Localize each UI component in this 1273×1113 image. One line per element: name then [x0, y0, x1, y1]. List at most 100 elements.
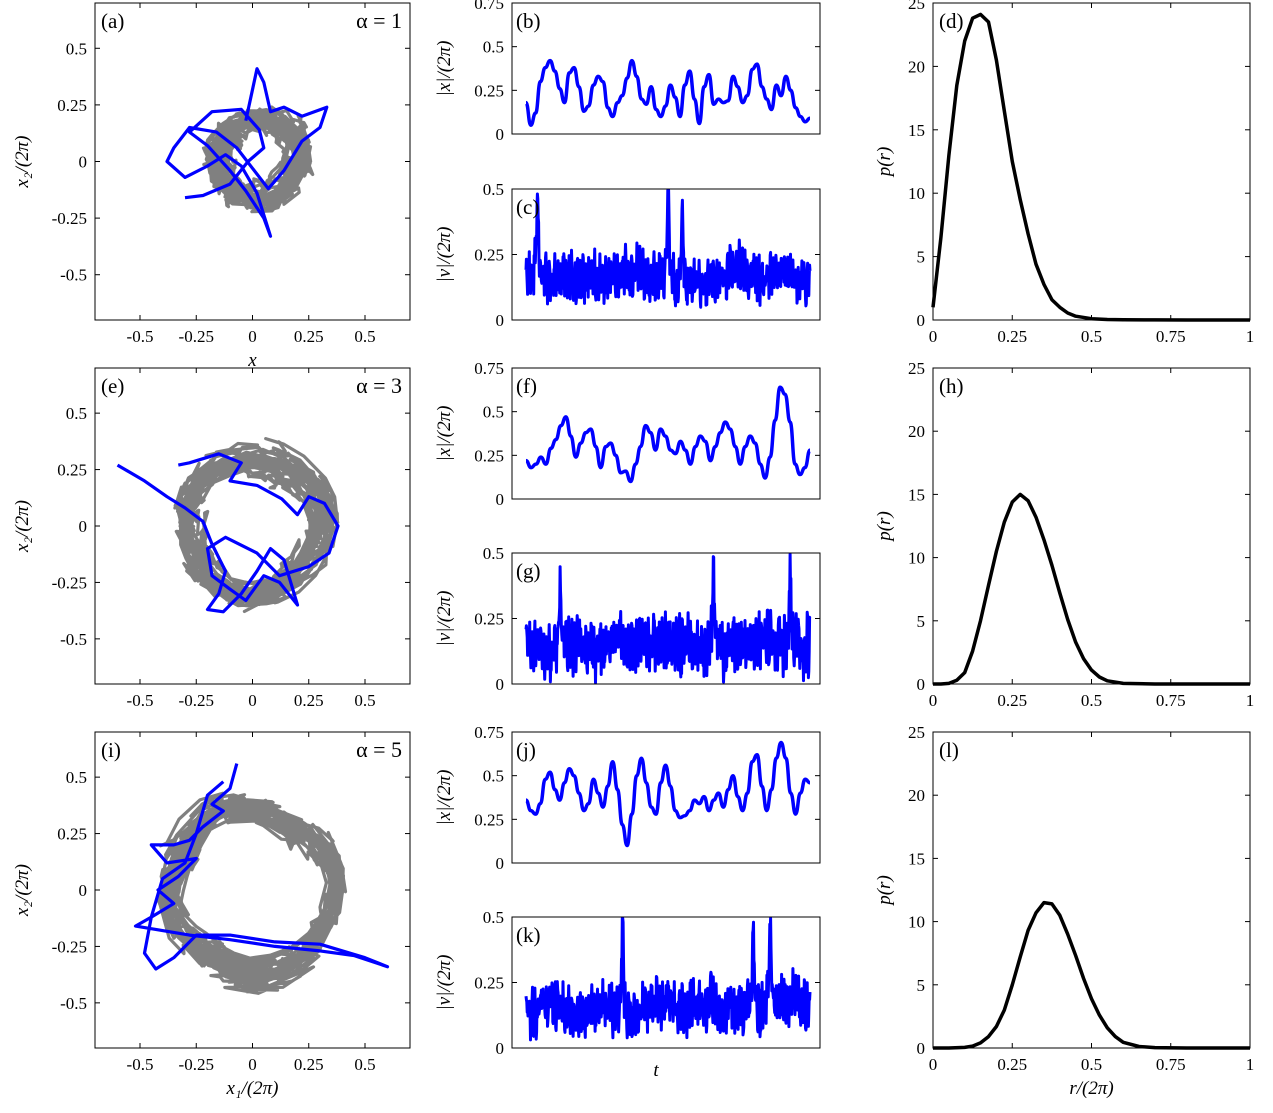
trajectory-panel: -0.5 -0.25 0 0.25 0.5 -0.5 -0.25 0 0.25 0.5 x₂/(2π… [12, 731, 411, 1099]
alpha-label: α = 1 [356, 8, 402, 33]
axes-frame [94, 731, 411, 1049]
y-tick-label: 0 [496, 311, 505, 330]
x-tick-label: 0.5 [1081, 691, 1102, 710]
velocity-timeseries: 0 0.25 0.5 |v|/(2π) (g) [434, 544, 821, 694]
x-axis-label: t [653, 1060, 659, 1081]
y-tick-label: 15 [908, 485, 925, 504]
pdf-line [933, 492, 1250, 686]
x-tick-label: -0.25 [179, 327, 214, 346]
panel-label: (j) [516, 738, 536, 762]
y-tick-label: 15 [908, 849, 925, 868]
axes-frame [94, 367, 411, 685]
panel-label: (b) [516, 9, 541, 33]
position-line [525, 385, 812, 484]
y-axis-label: p(r) [874, 511, 895, 543]
y-tick-label: 0 [496, 125, 505, 144]
y-tick-label: 0 [496, 1039, 505, 1058]
panel-label: (c) [516, 195, 539, 219]
y-axis-label: x₂/(2π) [12, 136, 33, 189]
particle-trajectory [116, 452, 340, 614]
panel-label: (g) [516, 559, 541, 583]
y-axis-label: p(r) [874, 875, 895, 907]
y-tick-label: 0 [917, 675, 926, 694]
x-tick-label: 0.75 [1156, 1055, 1186, 1074]
axes-frame [511, 2, 821, 135]
x-tick-label: 0.5 [1081, 327, 1102, 346]
x-tick-label: 0 [929, 691, 938, 710]
y-tick-label: 0 [917, 311, 926, 330]
pdf-line [931, 12, 1250, 322]
background-trajectories [173, 437, 340, 614]
y-axis-label: |x|/(2π) [434, 406, 455, 462]
y-tick-label: 0.25 [57, 96, 87, 115]
y-tick-label: 10 [908, 549, 925, 568]
velocity-line [524, 916, 812, 1042]
y-tick-label: 0.75 [474, 0, 504, 13]
y-tick-label: 15 [908, 121, 925, 140]
alpha-label: α = 5 [356, 737, 402, 762]
x-tick-label: 0 [929, 1055, 938, 1074]
y-tick-label: -0.5 [60, 994, 87, 1013]
x-tick-label: 0 [248, 327, 257, 346]
y-tick-label: 0 [79, 881, 88, 900]
x-tick-label: 1 [1246, 327, 1255, 346]
x-tick-label: 0.5 [354, 1055, 375, 1074]
position-timeseries: 0 0.25 0.5 0.75 |x|/(2π) (j) [434, 723, 821, 873]
y-axis-label: x₂/(2π) [12, 500, 33, 553]
x-tick-label: 0.25 [997, 691, 1027, 710]
pdf-line [933, 900, 1250, 1050]
x-tick-label: 0.25 [294, 1055, 324, 1074]
y-tick-label: 0.5 [483, 180, 504, 199]
position-timeseries: 0 0.25 0.5 0.75 |x|/(2π) (f) [434, 359, 821, 509]
x-tick-label: -0.5 [127, 1055, 154, 1074]
y-axis-label: |v|/(2π) [434, 227, 455, 283]
y-tick-label: 0 [496, 675, 505, 694]
y-tick-label: -0.25 [52, 573, 87, 592]
position-line [524, 58, 811, 128]
y-tick-label: 5 [917, 248, 926, 267]
x-tick-label: 0.5 [354, 327, 375, 346]
velocity-timeseries: 0 0.25 0.5 |v|/(2π) (k) t [434, 908, 821, 1081]
y-axis-label: x₂/(2π) [12, 864, 33, 917]
y-tick-label: 0.5 [483, 908, 504, 927]
particle-trajectory [165, 67, 329, 238]
y-axis-label: p(r) [874, 147, 895, 179]
panel-label: (d) [939, 9, 964, 33]
y-tick-label: -0.25 [52, 937, 87, 956]
axes-frame [932, 2, 1251, 321]
y-tick-label: 20 [908, 786, 925, 805]
y-tick-label: 0.5 [66, 404, 87, 423]
y-tick-label: 0 [496, 490, 505, 509]
y-tick-label: 25 [908, 0, 925, 13]
y-axis-label: |x|/(2π) [434, 770, 455, 826]
axes-frame [511, 367, 821, 500]
panel-label: (a) [101, 9, 124, 33]
x-tick-label: -0.25 [179, 691, 214, 710]
x-tick-label: 1 [1246, 691, 1255, 710]
position-timeseries: 0 0.25 0.5 0.75 |x|/(2π) (b) [434, 0, 821, 144]
y-tick-label: 5 [917, 612, 926, 631]
y-tick-label: 10 [908, 184, 925, 203]
y-tick-label: -0.5 [60, 266, 87, 285]
y-tick-label: 0.25 [474, 810, 504, 829]
y-tick-label: -0.25 [52, 209, 87, 228]
panel-label: (e) [101, 374, 124, 398]
alpha-label: α = 3 [356, 373, 402, 398]
x-tick-label: 0.5 [1081, 1055, 1102, 1074]
y-tick-label: 25 [908, 723, 925, 742]
x-tick-label: -0.5 [127, 327, 154, 346]
x-tick-label: -0.25 [179, 1055, 214, 1074]
x-tick-label: 0 [929, 327, 938, 346]
y-axis-label: |x|/(2π) [434, 41, 455, 97]
y-tick-label: 0.5 [66, 768, 87, 787]
velocity-line [524, 552, 812, 685]
x-axis-label: x [247, 350, 257, 371]
panel-label: (i) [101, 738, 121, 762]
trajectory-panel: -0.5 -0.25 0 0.25 0.5 -0.5 -0.25 0 0.25 0.5 x₂/(2π… [12, 367, 411, 710]
axes-frame [932, 367, 1251, 685]
y-tick-label: 0.5 [66, 39, 87, 58]
x-tick-label: 1 [1246, 1055, 1255, 1074]
panel-label: (f) [516, 374, 537, 398]
